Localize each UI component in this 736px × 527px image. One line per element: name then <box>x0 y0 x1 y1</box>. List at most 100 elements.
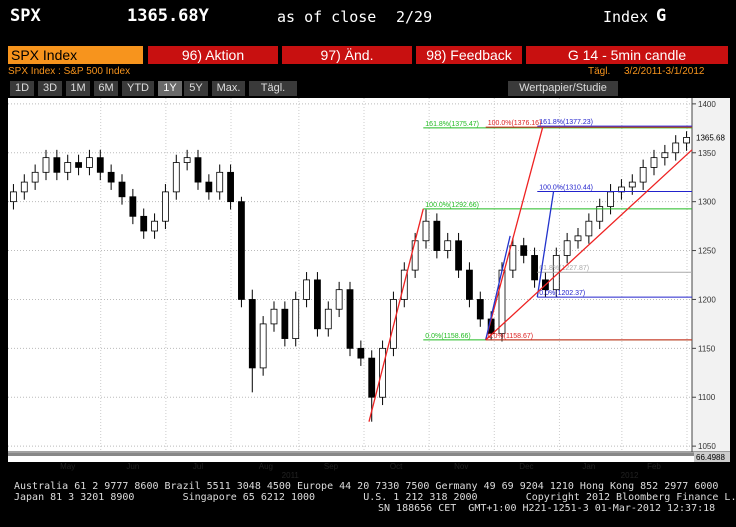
candle-body <box>433 220 441 251</box>
candle-body <box>596 206 604 222</box>
x-tick-label: Feb <box>647 462 661 471</box>
chart-name[interactable]: G 14 - 5min candle <box>526 46 728 64</box>
candle-body <box>96 157 104 173</box>
date-range: 3/2/2011-3/1/2012 <box>624 66 705 77</box>
candle-body <box>650 157 658 168</box>
x-tick-label: Jul <box>193 462 203 471</box>
candle-body <box>216 171 224 193</box>
period-button[interactable]: 1Y <box>158 81 182 96</box>
candle-body <box>563 240 571 256</box>
candle-body <box>194 157 202 183</box>
axis-bg <box>692 98 730 452</box>
candle-body <box>520 245 528 256</box>
candle-body <box>422 220 430 242</box>
candle-body <box>107 171 115 183</box>
x-tick-label: Jun <box>126 462 139 471</box>
period-button[interactable]: Max. <box>212 81 245 96</box>
candle-body <box>585 220 593 237</box>
trend-line <box>485 127 544 341</box>
x-tick-label: Aug <box>259 462 273 471</box>
candle-body <box>303 279 310 300</box>
candle-body <box>270 308 278 325</box>
candle-body <box>140 215 148 232</box>
y-tick-label: 1050 <box>698 442 716 451</box>
x-tick-label: Dec <box>519 462 533 471</box>
fib-label: 100.0%(1376.16) <box>488 120 542 127</box>
y-tick-label: 1150 <box>698 344 716 353</box>
candle-body <box>357 347 365 359</box>
candle-body <box>42 157 50 173</box>
candle-body <box>466 269 473 300</box>
period-button[interactable]: YTD <box>122 81 154 96</box>
trend-line <box>368 208 424 422</box>
function: G <box>656 6 667 26</box>
candle-body <box>346 289 354 349</box>
candle-body <box>661 152 669 159</box>
candle-body <box>20 181 28 193</box>
action-button[interactable]: 96) Aktion <box>148 46 278 64</box>
change-button[interactable]: 97) Änd. <box>282 46 412 64</box>
study-menu[interactable]: Wertpapier/Studie <box>508 81 618 96</box>
candle-body <box>238 201 245 300</box>
x-axis-band <box>8 453 730 456</box>
year-label: 2011 <box>282 471 300 480</box>
period-button[interactable]: 6M <box>94 81 118 96</box>
volume-label: 66.4988 <box>696 453 725 462</box>
candle-body <box>205 181 213 193</box>
price: 1365.68Y <box>127 6 209 26</box>
candle-body <box>368 357 376 398</box>
period-button[interactable]: 1M <box>66 81 90 96</box>
candle-body <box>574 235 582 242</box>
candle-body <box>86 157 93 168</box>
candle-body <box>53 157 61 173</box>
candle-body <box>151 220 158 232</box>
feedback-button[interactable]: 98) Feedback <box>416 46 522 64</box>
fib-label: 100.0%(1292.66) <box>425 202 479 209</box>
frequency-menu[interactable]: Tägl. <box>249 81 297 96</box>
trend-line <box>536 191 555 298</box>
fib-label: 161.8%(1377.23) <box>539 119 593 126</box>
security-name: SPX Index : S&P 500 Index <box>8 66 131 77</box>
candle-body <box>248 299 256 369</box>
candle-body <box>444 240 452 251</box>
period-button[interactable]: 1D <box>10 81 34 96</box>
candle-body <box>455 240 462 271</box>
candle-body <box>172 162 180 193</box>
y-tick-label: 1200 <box>698 295 716 304</box>
candle-body <box>10 191 17 203</box>
candle-body <box>129 196 137 217</box>
footer-line: Japan 81 3 3201 8900 Singapore 65 6212 1… <box>14 492 736 503</box>
last-price: 1365.68 <box>696 133 725 142</box>
security-box[interactable]: SPX Index <box>8 46 143 64</box>
y-tick-label: 1100 <box>698 393 716 402</box>
ticker: SPX <box>10 6 41 26</box>
candle-body <box>31 171 39 183</box>
candle-body <box>281 308 289 339</box>
candle-body <box>531 255 538 281</box>
candle-body <box>118 181 126 198</box>
candle-body <box>227 171 234 203</box>
candle-body <box>335 289 343 310</box>
candle-body <box>162 191 169 222</box>
fib-label: 0.0%(1158.66) <box>425 333 470 340</box>
candle-body <box>639 167 647 183</box>
fib-label: 161.8%(1375.47) <box>425 121 479 128</box>
footer-line: SN 188656 CET GMT+1:00 H221-1251-3 01-Ma… <box>378 503 716 514</box>
date: 2/29 <box>396 8 433 26</box>
candle-body <box>324 308 332 330</box>
footer-line: Australia 61 2 9777 8600 Brazil 5511 304… <box>14 481 719 492</box>
candle-body <box>476 299 484 320</box>
period-button[interactable]: 5Y <box>184 81 208 96</box>
candle-body <box>314 279 321 330</box>
candle-body <box>379 347 386 398</box>
candle-body <box>411 240 419 271</box>
fib-label: 0.0%(1158.67) <box>488 333 533 340</box>
candle-body <box>683 137 690 144</box>
trend-line <box>485 235 511 341</box>
period-label: Tägl. <box>588 66 611 77</box>
period-button[interactable]: 3D <box>38 81 62 96</box>
as-of: as of close <box>277 8 377 26</box>
trend-line <box>485 149 693 341</box>
fib-label: 100.0%(1310.44) <box>539 184 593 191</box>
